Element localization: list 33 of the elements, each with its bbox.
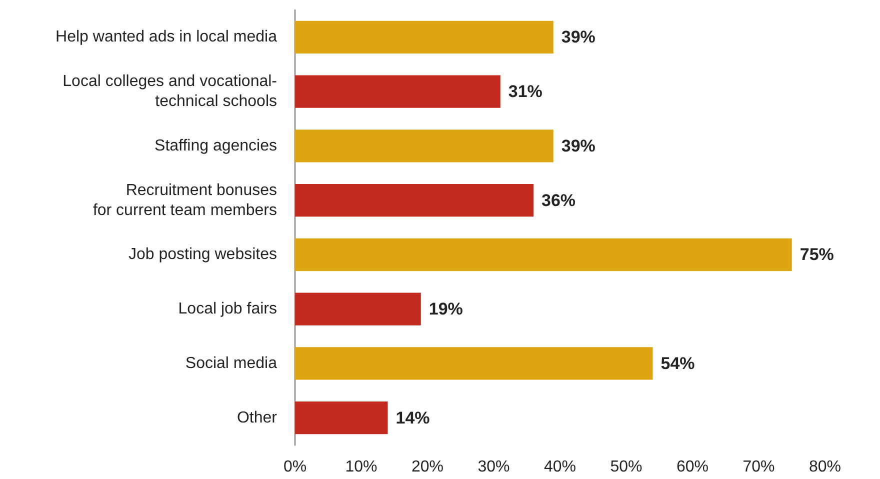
data-label: 19% [428, 300, 463, 319]
y-tick-label: Job posting websites [128, 246, 277, 264]
y-tick-label: Social media [185, 354, 278, 372]
data-label: 54% [660, 354, 695, 373]
y-tick-label: Local job fairs [178, 300, 277, 318]
x-tick-label: 70% [742, 458, 775, 476]
x-tick-label: 40% [544, 458, 576, 476]
data-label: 39% [561, 136, 596, 156]
y-tick-label: Help wanted ads in local media [56, 28, 278, 46]
data-label: 75% [800, 245, 834, 264]
bar [295, 347, 653, 380]
y-tick-label: Local colleges and vocational- technical schools [62, 73, 277, 110]
x-tick-label: 10% [345, 458, 378, 476]
y-tick-label: Other [236, 409, 278, 426]
data-label: 31% [508, 82, 542, 102]
data-label: 36% [542, 190, 576, 210]
bar [295, 75, 500, 108]
bar [295, 184, 534, 217]
x-tick-label: 60% [676, 458, 709, 476]
x-tick-label: 30% [478, 458, 510, 476]
bar [295, 402, 388, 434]
x-tick-label: 20% [411, 458, 444, 476]
bar [295, 292, 421, 326]
bar [295, 238, 792, 271]
data-label: 14% [396, 408, 430, 428]
x-tick-label: 80% [808, 458, 842, 476]
bar [295, 130, 554, 162]
data-label: 39% [561, 28, 596, 47]
y-tick-label: Recruitment bonuses for current team members [92, 182, 277, 219]
bar [295, 20, 554, 54]
y-tick-label: Staffing agencies [154, 137, 277, 154]
x-tick-label: 0% [283, 458, 307, 476]
x-tick-label: 50% [610, 458, 642, 476]
